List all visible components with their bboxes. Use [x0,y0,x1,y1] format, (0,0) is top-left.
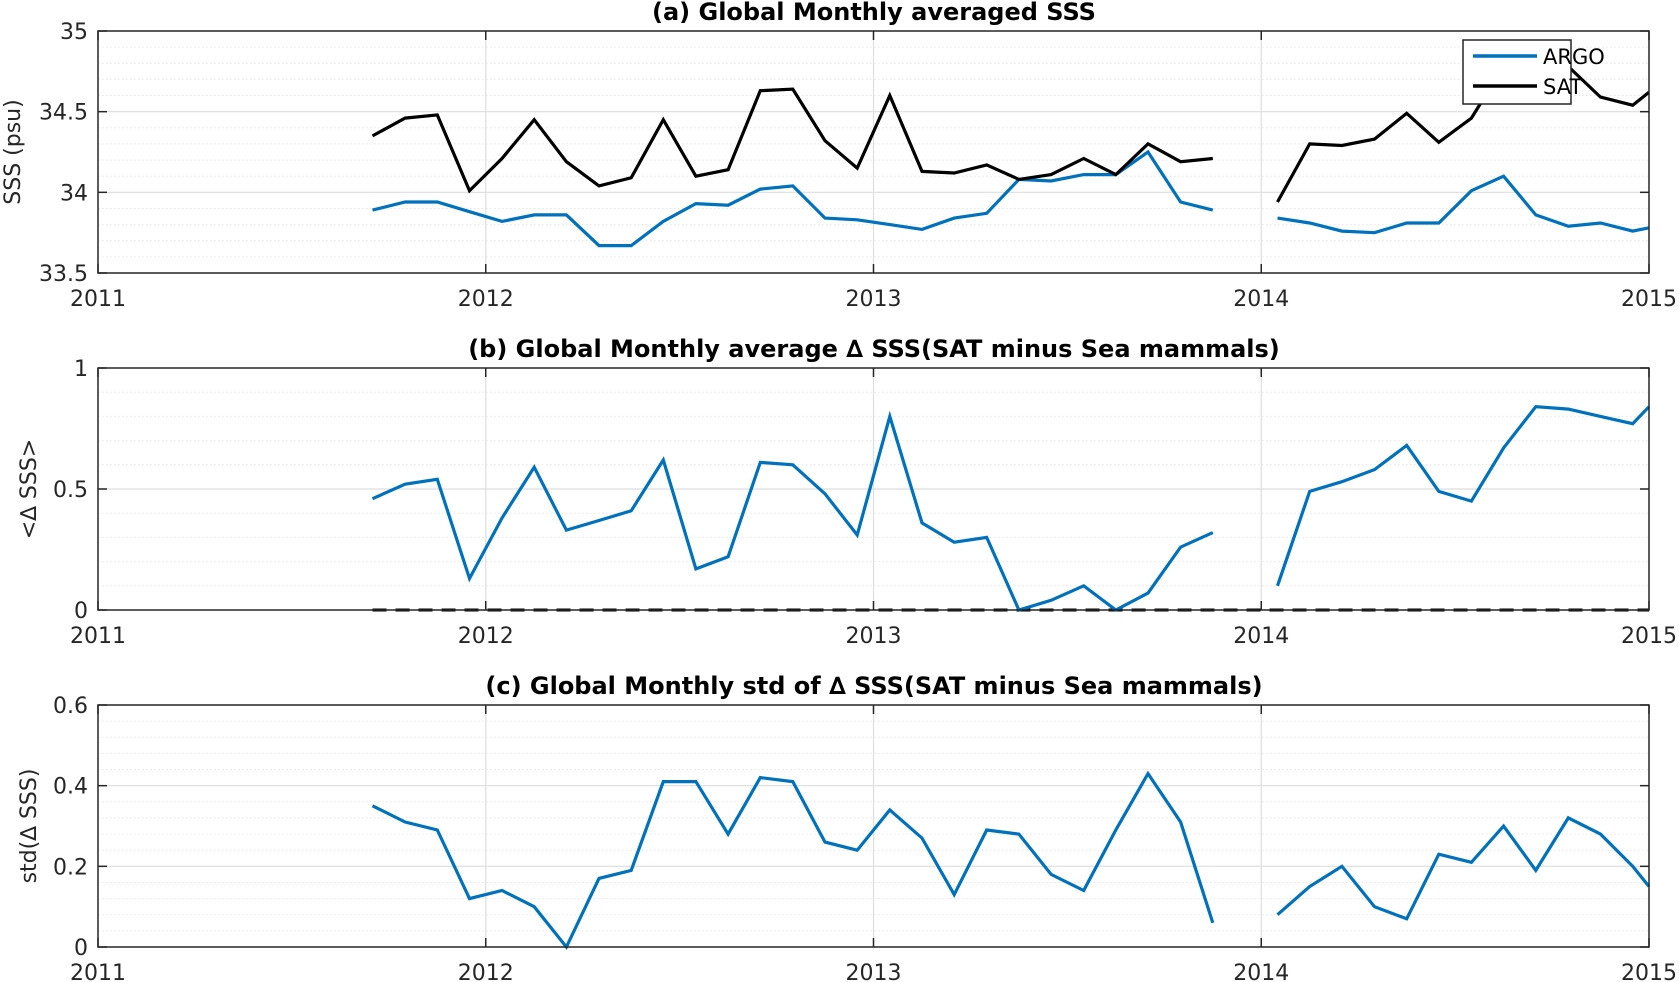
panel-c-series-1-line-segment-2 [1276,815,1651,921]
panel-b-y-tick-label: 1 [74,357,88,382]
panel-c-x-tick-label: 2011 [70,961,126,982]
panel-a: (a) Global Monthly averaged SSS SSS (psu… [1,0,1677,312]
panel-b-ylabel: <∆ SSS> [17,439,42,539]
panel-c-y-tick-label: 0.2 [53,855,88,880]
panel-b: (b) Global Monthly average ∆ SSS(SAT min… [17,335,1677,649]
panel-c-x-tick-label: 2014 [1233,961,1289,982]
panel-b-y-tick-label: 0.5 [53,478,88,503]
panel-c-y-tick-label: 0 [74,936,88,961]
panel-a-x-tick-label: 2011 [70,287,126,312]
panel-c-title: (c) Global Monthly std of ∆ SSS(SAT minu… [485,672,1262,700]
legend-label-sat: SAT [1543,75,1582,99]
legend-box [1462,39,1572,105]
panel-c-y-tick-label: 0.4 [53,775,88,800]
panel-b-series-1-line-segment-2 [1275,405,1651,587]
panel-a-x-tick-label: 2014 [1233,287,1289,312]
panel-a-sat-line-segment-1 [371,87,1213,194]
panel-c-y-tick-label: 0.6 [53,694,88,719]
legend: ARGO SAT [1462,39,1605,105]
panel-a-plot-area: 2011 2012 2013 2014 2015 33.5 34 34.5 35 [39,20,1677,312]
panel-b-series-1-line-segment-1 [371,410,1214,612]
panel-a-y-tick-label: 34.5 [39,101,88,126]
panel-a-y-tick-label: 33.5 [39,262,88,287]
panel-c: (c) Global Monthly std of ∆ SSS(SAT minu… [17,672,1677,982]
panel-c-x-tick-label: 2012 [458,961,514,982]
panel-b-x-tick-label: 2015 [1621,624,1677,649]
panel-a-y-tick-label: 35 [60,20,88,45]
panel-a-argo-line-segment-1 [372,149,1214,248]
panel-a-argo-line-segment-2 [1277,174,1650,235]
panel-a-x-tick-label: 2013 [846,287,902,312]
panel-b-x-tick-label: 2013 [846,624,902,649]
panel-b-x-tick-label: 2014 [1233,624,1289,649]
panel-c-plot-area: 2011 2012 2013 2014 2015 0 0.2 0.4 0.6 [53,694,1677,982]
panel-b-x-tick-label: 2012 [458,624,514,649]
panel-a-x-tick-label: 2015 [1621,287,1677,312]
panel-b-plot-area: 2011 2012 2013 2014 2015 0 0.5 1 [53,357,1677,649]
panel-a-ylabel: SSS (psu) [1,99,26,204]
panel-c-ylabel: std(∆ SSS) [17,769,42,884]
panel-a-x-tick-label: 2012 [458,287,514,312]
panel-b-title: (b) Global Monthly average ∆ SSS(SAT min… [468,335,1280,363]
panel-c-x-tick-label: 2013 [846,961,902,982]
panel-a-y-tick-label: 34 [60,181,88,206]
panel-c-series-1-line-segment-1 [371,770,1215,950]
panel-b-x-tick-label: 2011 [70,624,126,649]
panel-c-x-tick-label: 2015 [1621,961,1677,982]
panel-b-y-tick-label: 0 [74,599,88,624]
panel-a-title: (a) Global Monthly averaged SSS [652,0,1096,26]
panel-a-sat-line-segment-2 [1276,53,1650,203]
legend-label-argo: ARGO [1543,45,1605,69]
